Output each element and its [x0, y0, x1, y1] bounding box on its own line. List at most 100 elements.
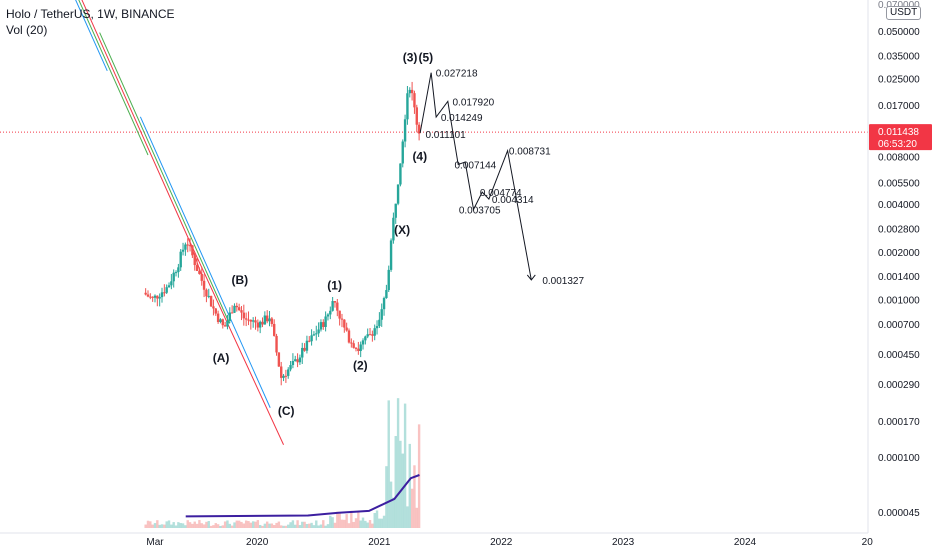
volume-bar: [326, 524, 330, 528]
volume-bar: [308, 523, 311, 528]
candle-body: [382, 298, 386, 310]
projection-price-label: 0.001327: [542, 276, 584, 287]
volume-bar: [195, 523, 199, 528]
candle-body: [228, 312, 231, 321]
symbol-title[interactable]: Holo / TetherUS, 1W, BINANCE: [6, 7, 175, 21]
volume-bar: [357, 511, 360, 528]
candle-body: [364, 336, 367, 341]
candle-body: [347, 330, 351, 343]
price-tick-label: 0.070000: [878, 0, 920, 11]
volume-bar: [256, 520, 260, 528]
candle-body: [329, 310, 332, 315]
price-tick-label: 0.000100: [878, 453, 920, 464]
volume-bar: [354, 518, 358, 528]
volume-bar: [170, 524, 173, 528]
volume-bar: [237, 520, 241, 528]
volume-bar: [163, 524, 166, 528]
candle-body: [200, 273, 203, 281]
volume-bar: [167, 520, 171, 528]
volume-bar: [373, 512, 376, 528]
candle-body: [212, 306, 215, 309]
volume-bar: [202, 524, 206, 528]
candle-body: [230, 312, 234, 314]
volume-bar: [343, 519, 346, 528]
currency-badge[interactable]: USDT: [886, 6, 922, 20]
wave-label: (5): [418, 51, 433, 65]
time-axis: Mar 2020 2021 2022 2023 2024 20: [0, 532, 932, 550]
candle-body: [240, 310, 243, 313]
volume-bar: [305, 523, 309, 528]
candle-body: [298, 357, 302, 363]
volume-bar: [265, 521, 269, 528]
price-axis: 0.050000 0.035000 0.025000 0.017000 0.008000…: [867, 0, 932, 533]
volume-bar: [212, 525, 215, 528]
volume-bar: [359, 520, 362, 528]
candle-body: [146, 294, 150, 297]
volume-bar: [294, 524, 297, 528]
projection-price-label: 0.008731: [509, 147, 551, 158]
volume-bar: [226, 520, 229, 528]
price-tick-label: 0.050000: [878, 27, 920, 38]
volume-bar: [406, 506, 409, 528]
volume-bar: [146, 520, 150, 528]
volume-bar: [329, 515, 332, 528]
volume-bar: [298, 525, 302, 528]
pitchfork: [75, 0, 285, 445]
candle-body: [415, 107, 418, 125]
volume-bar: [289, 522, 292, 528]
volume-bar: [401, 453, 404, 528]
volume-bar: [273, 525, 276, 528]
candle-body: [280, 366, 283, 378]
volume-bar: [191, 523, 194, 528]
candle-body: [340, 318, 344, 320]
volume-indicator-label[interactable]: Vol (20): [6, 23, 48, 37]
volume-bar: [268, 523, 271, 528]
projection-path: [419, 72, 536, 281]
volume-bar: [200, 523, 203, 528]
volume-bar: [198, 520, 201, 528]
price-tick-label: 0.017000: [878, 101, 920, 112]
candle-body: [287, 369, 290, 376]
candle-body: [359, 344, 362, 352]
candle-body: [375, 326, 379, 329]
candle-body: [385, 290, 388, 299]
candle-body: [165, 287, 168, 293]
volume-bar: [151, 524, 154, 528]
candle-body: [352, 343, 355, 348]
price-tick-label: 0.000170: [878, 417, 920, 428]
candle-body: [265, 315, 269, 322]
volume-bar: [249, 522, 253, 528]
candle-body: [273, 323, 276, 336]
volume-bar: [181, 523, 185, 528]
volume-bar: [221, 525, 224, 528]
volume-bar: [158, 524, 161, 528]
candle-body: [242, 312, 246, 319]
candle-body: [151, 296, 154, 298]
volume-bar: [184, 525, 187, 528]
candle-body: [233, 305, 236, 313]
volume-bar: [177, 522, 180, 528]
candle-body: [153, 295, 157, 298]
price-tick-label: 0.000290: [878, 380, 920, 391]
projection-price-label: 0.007144: [455, 160, 497, 171]
candle-body: [410, 89, 414, 94]
candle-body: [156, 295, 159, 299]
volume-bar: [368, 520, 372, 528]
volume-bar: [179, 523, 182, 528]
annotations: (A) (B) (C) (1) (2) (3) (4) (5) (X) 0.027218 0.017…: [213, 51, 585, 419]
candle-body: [244, 318, 248, 320]
candle-body: [373, 328, 376, 336]
candle-body: [205, 289, 208, 297]
volume-bar: [396, 398, 400, 528]
volume-ma-line: [185, 474, 420, 518]
volume-bar: [261, 525, 264, 528]
volume-bar: [345, 514, 348, 528]
time-tick-label: 2022: [490, 537, 513, 548]
volume-bar: [247, 521, 250, 528]
price-tick-label: 0.035000: [878, 51, 920, 62]
candle-body: [345, 327, 348, 331]
volume-bar: [242, 523, 246, 528]
candle-body: [371, 334, 374, 336]
volume-bar: [322, 520, 325, 528]
